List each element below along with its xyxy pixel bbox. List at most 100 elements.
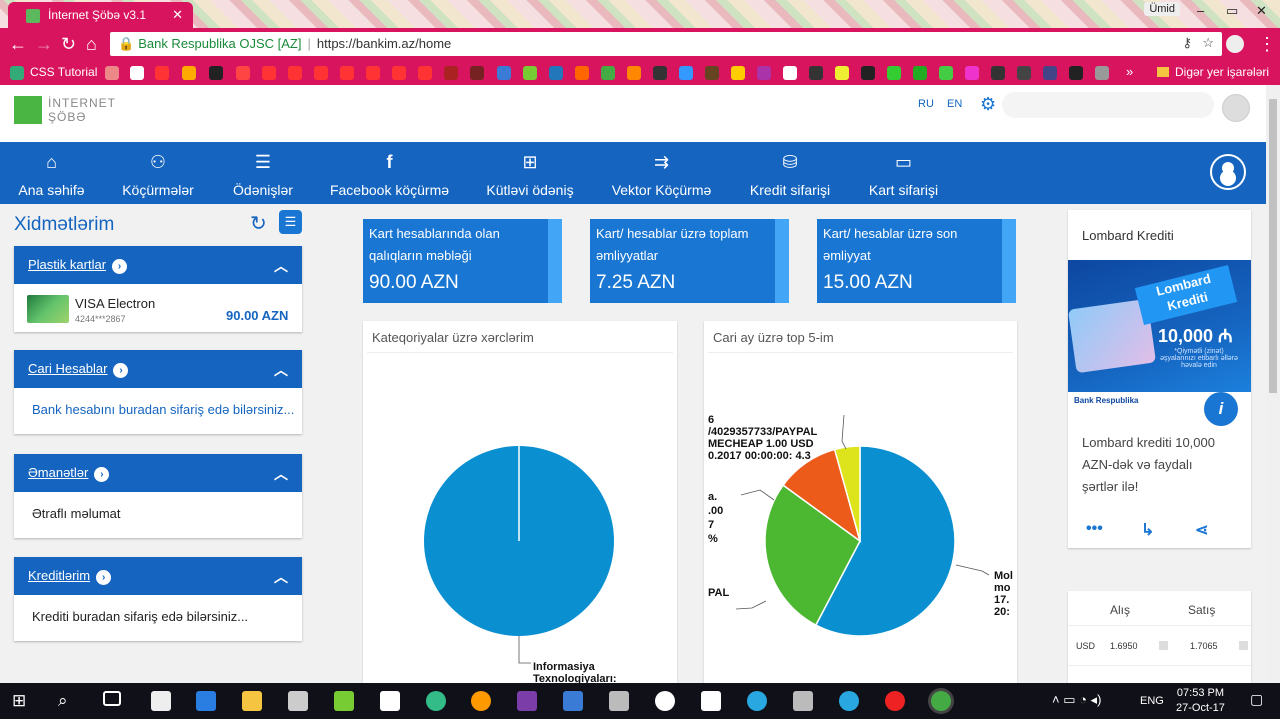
bookmark-icon[interactable] [262, 66, 276, 80]
browser-tab[interactable]: İnternet Şöbə v3.1 ✕ [8, 2, 193, 28]
share-icon[interactable]: ⋖ [1195, 522, 1209, 539]
reload-icon[interactable]: ↻ [61, 34, 77, 54]
bookmark-icon[interactable] [939, 66, 953, 80]
bookmark-icon[interactable] [705, 66, 719, 80]
chevron-up-icon[interactable]: ︿ [274, 258, 288, 274]
bookmark-icon[interactable] [731, 66, 745, 80]
list-view-button[interactable]: ☰ [279, 210, 302, 234]
taskbar-app-icon[interactable] [380, 691, 400, 711]
bookmark-icon[interactable] [549, 66, 563, 80]
avatar[interactable] [1222, 94, 1250, 122]
bookmark-icon[interactable] [783, 66, 797, 80]
more-icon[interactable]: ••• [1086, 520, 1103, 537]
bookmark-icon[interactable] [105, 66, 119, 80]
key-icon[interactable]: ⚷ [1182, 35, 1192, 50]
card-name[interactable]: VISA Electron [75, 296, 156, 311]
bookmark-icon[interactable] [418, 66, 432, 80]
bookmark-icon[interactable] [1095, 66, 1109, 80]
mail-icon[interactable] [701, 691, 721, 711]
user-name-box[interactable] [1002, 92, 1214, 118]
bookmark-icon[interactable] [392, 66, 406, 80]
bookmark-icon[interactable] [835, 66, 849, 80]
notifications-icon[interactable]: ▢ [1250, 691, 1264, 707]
minimize-icon[interactable]: – [1197, 3, 1205, 18]
calculator-icon[interactable] [288, 691, 308, 711]
panel-body-link[interactable]: Ətraflı məlumat [32, 506, 121, 521]
bookmark-icon[interactable] [470, 66, 484, 80]
scrollbar-thumb[interactable] [1269, 99, 1277, 393]
panel-title[interactable]: Cari Hesablar [28, 361, 108, 376]
bookmark-icon[interactable] [601, 66, 615, 80]
taskbar-app-icon[interactable] [609, 691, 629, 711]
bookmark-icon[interactable] [182, 66, 196, 80]
menu-item-vector-transfer[interactable]: ⇉ Vektor Köçürmə [610, 152, 713, 198]
stat-tile-balance[interactable]: Kart hesablarında olan qalıqların məbləği… [363, 219, 562, 303]
bookmark-icon[interactable] [575, 66, 589, 80]
bookmark-icon[interactable] [809, 66, 823, 80]
chevron-up-icon[interactable]: ︿ [274, 466, 288, 482]
system-tray-icons[interactable]: ˄ ▭ ◔ ◂) [1052, 692, 1102, 707]
bookmark-icon[interactable] [887, 66, 901, 80]
search-icon[interactable]: ⌕ [58, 691, 68, 710]
lombard-banner[interactable]: Lombard Krediti 10,000 ₼ *Qiymətli (zinət… [1068, 260, 1251, 416]
browser-menu-icon[interactable]: ⋮ [1258, 34, 1276, 54]
menu-item-facebook-transfer[interactable]: f Facebook köçürmə [329, 152, 450, 198]
chevron-right-icon[interactable]: › [112, 259, 128, 274]
bookmark-icon[interactable] [1017, 66, 1031, 80]
chevron-right-icon[interactable]: › [94, 467, 110, 482]
bookmark-icon[interactable] [288, 66, 302, 80]
onenote-icon[interactable] [517, 691, 537, 711]
stat-tile-last-operation[interactable]: Kart/ hesablar üzrə son əmliyyat 15.00 AZ… [817, 219, 1016, 303]
bookmark-icon[interactable] [861, 66, 875, 80]
taskbar-app-icon[interactable] [471, 691, 491, 711]
opera-icon[interactable] [885, 691, 905, 711]
menu-item-card-order[interactable]: ▭ Kart sifarişi [867, 152, 940, 198]
skype-icon[interactable] [747, 691, 767, 711]
pie-slice[interactable] [814, 445, 956, 637]
bookmark-icon[interactable] [444, 66, 458, 80]
logo-text[interactable]: İNTERNET ŞÖBƏ [48, 96, 116, 124]
panel-header[interactable]: Kreditlərim › ︿ [14, 557, 302, 595]
profile-button[interactable] [1210, 154, 1246, 190]
bookmark-icon[interactable] [497, 66, 511, 80]
bookmark-icon[interactable] [130, 66, 144, 80]
other-bookmarks[interactable]: Digər yer işarələri [1157, 65, 1269, 79]
panel-body-link[interactable]: Krediti buradan sifariş edə bilərsiniz..… [32, 609, 249, 624]
bookmark-icon[interactable] [340, 66, 354, 80]
store-icon[interactable] [196, 691, 216, 711]
chevron-right-icon[interactable]: › [96, 570, 112, 585]
menu-item-credit-order[interactable]: ⛁ Kredit sifarişi [748, 152, 832, 198]
menu-item-bulk-payment[interactable]: ⊞ Kütləvi ödəniş [485, 152, 575, 198]
bookmark-icon[interactable] [1069, 66, 1083, 80]
address-bar[interactable]: 🔒 Bank Respublika OJSC [AZ] | https://banki… [110, 32, 1222, 56]
clock-app-icon[interactable] [655, 691, 675, 711]
bookmark-icon[interactable] [913, 66, 927, 80]
panel-body-link[interactable]: Bank hesabını buradan sifariş edə bilərs… [32, 402, 295, 417]
bookmark-icon[interactable] [679, 66, 693, 80]
menu-item-payments[interactable]: ☰ Ödənişlər [231, 152, 295, 198]
panel-title[interactable]: Əmanətlər [28, 465, 89, 480]
bookmark-icon[interactable] [155, 66, 169, 80]
task-view-icon[interactable] [103, 691, 121, 706]
notepad-icon[interactable] [334, 691, 354, 711]
chevron-up-icon[interactable]: ︿ [274, 362, 288, 378]
menu-item-transfers[interactable]: ⚇ Köçürmələr [121, 152, 195, 198]
pie-slice[interactable] [764, 484, 861, 627]
lang-ru-link[interactable]: RU [918, 98, 934, 110]
taskbar-app-icon[interactable] [563, 691, 583, 711]
lang-en-link[interactable]: EN [947, 98, 963, 110]
bookmark-icon[interactable] [366, 66, 380, 80]
chevron-right-icon[interactable]: › [113, 363, 129, 378]
skype-icon[interactable] [839, 691, 859, 711]
bookmark-icon[interactable] [757, 66, 771, 80]
refresh-icon[interactable]: ↻ [250, 213, 267, 235]
taskbar-app-icon[interactable] [426, 691, 446, 711]
windows-start-icon[interactable]: ⊞ [12, 691, 27, 710]
tab-close-icon[interactable]: ✕ [172, 7, 183, 22]
pie-slice[interactable] [833, 445, 861, 542]
window-close-icon[interactable]: ✕ [1256, 3, 1267, 18]
home-nav-icon[interactable]: ⌂ [86, 34, 97, 54]
chevron-up-icon[interactable]: ︿ [274, 569, 288, 585]
bookmark-star-icon[interactable]: ☆ [1202, 35, 1214, 50]
menu-item-home[interactable]: ⌂ Ana səhifə [18, 152, 85, 198]
